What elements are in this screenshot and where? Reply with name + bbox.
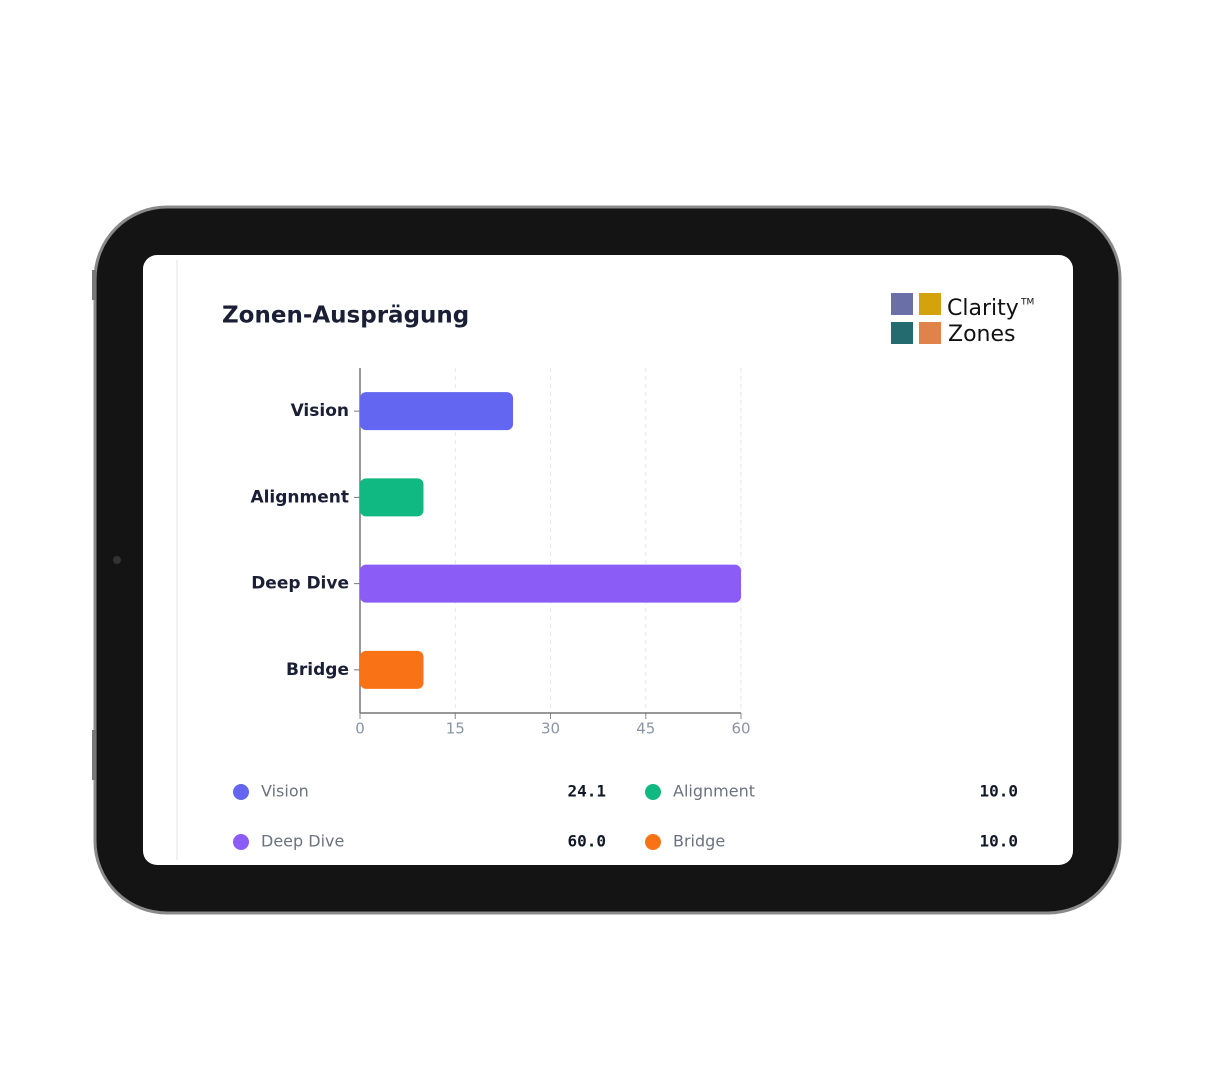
legend-dot <box>645 834 661 850</box>
tablet-button <box>92 270 96 300</box>
legend-value: 24.1 <box>567 782 606 801</box>
x-tick-label: 0 <box>355 720 365 738</box>
y-tick-label: Bridge <box>286 660 349 680</box>
legend-value: 10.0 <box>979 782 1018 801</box>
legend-label: Alignment <box>673 782 755 801</box>
legend-label: Bridge <box>673 832 725 851</box>
logo-square <box>891 322 913 344</box>
x-tick-label: 15 <box>446 720 465 738</box>
y-tick-label: Deep Dive <box>251 574 349 594</box>
legend-label: Deep Dive <box>261 832 344 851</box>
logo-square <box>919 293 941 315</box>
bar <box>360 650 424 689</box>
logo-square <box>919 322 941 344</box>
camera <box>113 556 121 564</box>
logo-square <box>891 293 913 315</box>
logo-trademark: TM <box>1020 298 1034 308</box>
bar <box>360 478 424 517</box>
legend-value: 10.0 <box>979 832 1018 851</box>
y-tick-label: Alignment <box>250 487 349 507</box>
chart-title: Zonen-Ausprägung <box>222 303 469 329</box>
logo-text: Zones <box>948 322 1015 347</box>
tablet-button <box>92 730 96 780</box>
x-tick-label: 45 <box>636 720 655 738</box>
legend-dot <box>233 784 249 800</box>
bar <box>360 392 514 431</box>
screen <box>143 255 1073 865</box>
bar <box>360 564 741 603</box>
legend-value: 60.0 <box>567 832 606 851</box>
logo-text: Clarity <box>947 296 1019 321</box>
y-tick-label: Vision <box>291 401 349 421</box>
legend-label: Vision <box>261 782 309 801</box>
legend-dot <box>233 834 249 850</box>
legend-dot <box>645 784 661 800</box>
sidebar-edge <box>176 260 178 860</box>
x-tick-label: 30 <box>541 720 560 738</box>
x-tick-label: 60 <box>731 720 750 738</box>
